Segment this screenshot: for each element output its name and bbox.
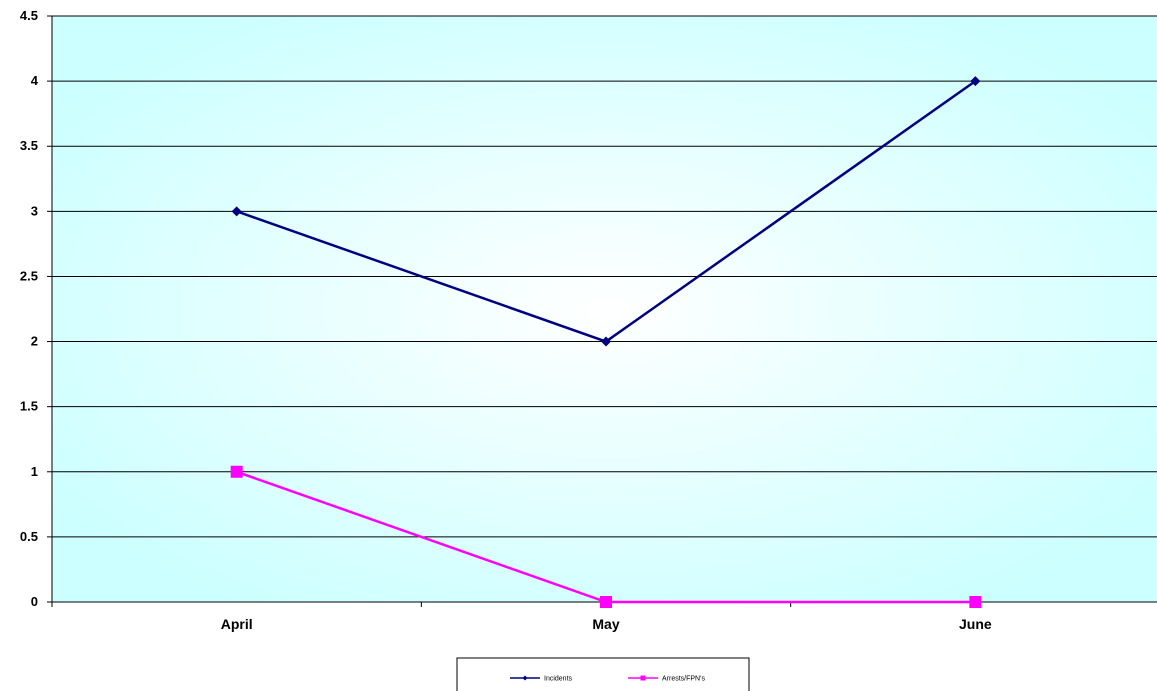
y-tick-label: 4: [31, 73, 39, 88]
data-point: [231, 206, 242, 217]
legend-swatch-marker: [522, 675, 528, 681]
y-tick-label: 0: [31, 594, 38, 609]
legend-label: Incidents: [544, 676, 573, 683]
data-point: [601, 336, 611, 347]
x-tick-label: June: [959, 616, 992, 632]
y-tick-label: 1.5: [20, 399, 38, 414]
data-point: [230, 465, 243, 478]
y-tick-label: 2: [31, 334, 38, 349]
x-tick-labels: April May June: [221, 616, 992, 632]
data-point: [600, 596, 612, 608]
series: [230, 76, 982, 608]
data-point: [969, 596, 982, 608]
x-tick-label: May: [592, 616, 619, 632]
y-tick-label: 0.5: [20, 529, 38, 544]
y-tick-label: 3.5: [20, 138, 38, 153]
y-tick-labels: 0 0.5 1 1.5 2 2.5 3 3.5 4 4.5: [20, 8, 39, 609]
y-tick-label: 3: [31, 203, 38, 218]
legend: Incidents Arrests/FPN's: [456, 657, 750, 691]
y-tick-label: 1: [31, 464, 38, 479]
legend-box: [456, 657, 750, 691]
x-tick-label: April: [221, 616, 253, 632]
plot-area: [51, 15, 1157, 603]
y-tick-label: 2.5: [20, 268, 38, 283]
y-tick-label: 4.5: [20, 8, 38, 23]
legend-label: Arrests/FPN's: [662, 676, 705, 683]
legend-swatch-marker: [640, 675, 646, 681]
data-point: [970, 76, 981, 87]
